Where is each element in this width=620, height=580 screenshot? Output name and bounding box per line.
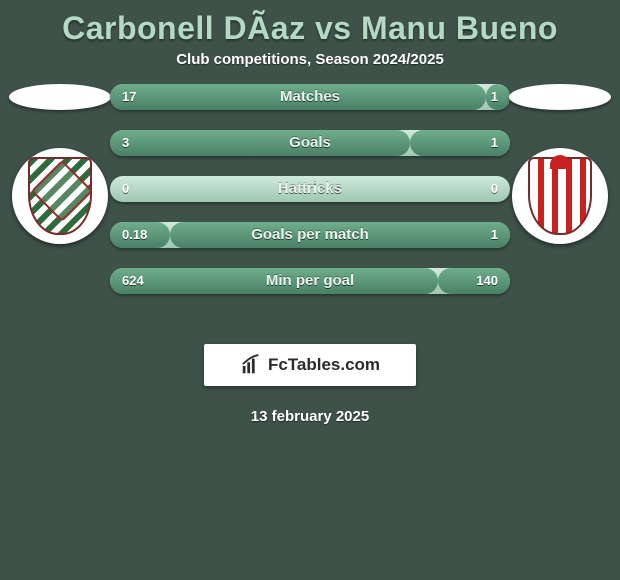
site-logo-text: FcTables.com: [268, 355, 380, 375]
shield-icon: [28, 157, 92, 235]
player-left-column: [0, 84, 120, 244]
stat-fill-right: [438, 268, 510, 294]
stat-bar-goals-per-match: 0.18 Goals per match 1: [110, 222, 510, 248]
chart-icon: [240, 354, 262, 376]
stat-label: Hattricks: [110, 176, 510, 202]
stat-fill-left: [110, 268, 438, 294]
stat-bar-hattricks: 0 Hattricks 0: [110, 176, 510, 202]
club-crest-left: [12, 148, 108, 244]
shield-icon: [528, 157, 592, 235]
player-right-column: [500, 84, 620, 244]
player-right-platform: [509, 84, 611, 110]
stat-fill-left: [110, 84, 486, 110]
site-logo[interactable]: FcTables.com: [204, 344, 416, 386]
stat-fill-left: [110, 222, 170, 248]
stat-bar-goals: 3 Goals 1: [110, 130, 510, 156]
comparison-stage: 17 Matches 1 3 Goals 1 0 Hattricks 0 0.1…: [0, 84, 620, 324]
stats-bars: 17 Matches 1 3 Goals 1 0 Hattricks 0 0.1…: [110, 84, 510, 294]
stat-bar-matches: 17 Matches 1: [110, 84, 510, 110]
stat-fill-right: [170, 222, 510, 248]
stat-fill-left: [110, 130, 410, 156]
player-left-platform: [9, 84, 111, 110]
club-crest-right: [512, 148, 608, 244]
page-title: Carbonell DÃ­az vs Manu Bueno: [0, 0, 620, 51]
stat-value-left: 0: [122, 176, 129, 202]
stat-bar-min-per-goal: 624 Min per goal 140: [110, 268, 510, 294]
stat-value-right: 0: [491, 176, 498, 202]
infographic-date: 13 february 2025: [0, 408, 620, 425]
stat-fill-right: [410, 130, 510, 156]
subtitle: Club competitions, Season 2024/2025: [0, 51, 620, 68]
